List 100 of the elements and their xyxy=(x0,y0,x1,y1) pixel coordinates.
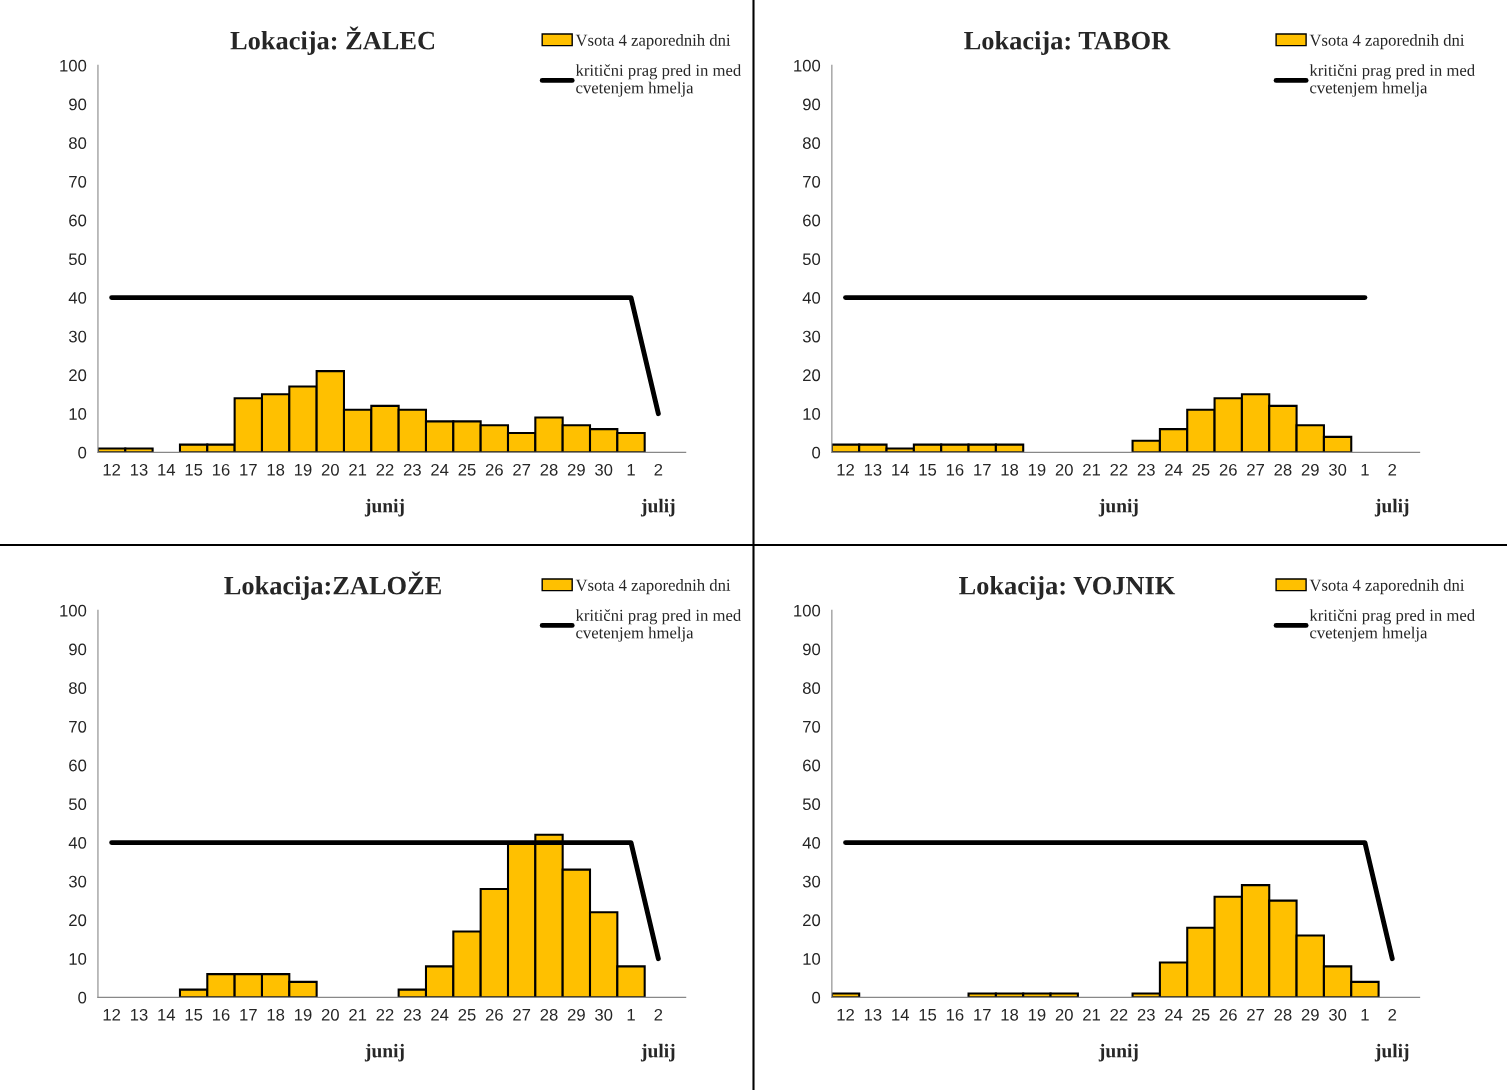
y-tick-label: 80 xyxy=(802,137,821,149)
x-tick-label: 28 xyxy=(540,463,558,476)
x-tick-label: 21 xyxy=(349,463,367,476)
y-tick-label: 90 xyxy=(69,643,87,656)
y-tick-label: 60 xyxy=(803,759,821,772)
y-tick-label: 40 xyxy=(802,836,821,849)
chart-title: Lokacija: TABOR xyxy=(964,31,1171,55)
x-tick-label: 22 xyxy=(376,463,394,476)
legend-label: Vsota 4 zaporednih dni xyxy=(575,579,731,595)
x-tick-label: 20 xyxy=(321,1008,339,1021)
x-tick-label: 27 xyxy=(513,463,531,476)
x-tick-label: 2 xyxy=(1388,1008,1397,1021)
x-tick-label: 14 xyxy=(892,1009,909,1021)
y-tick-label: 80 xyxy=(802,682,821,694)
x-tick-label: 29 xyxy=(1301,463,1319,476)
x-tick-label: 16 xyxy=(946,1008,964,1021)
chart-title: Lokacija: ŽALEC xyxy=(230,26,435,55)
x-tick-label: 26 xyxy=(485,463,503,476)
y-tick-label: 50 xyxy=(802,253,821,266)
y-tick-label: 60 xyxy=(803,214,821,227)
text: julij xyxy=(640,1043,675,1062)
x-tick-label: 19 xyxy=(1028,1008,1046,1021)
x-tick-label: 16 xyxy=(946,463,964,476)
text: julij xyxy=(1374,1043,1409,1062)
x-tick-label: 1 xyxy=(1361,464,1369,476)
x-tick-label: 18 xyxy=(1001,1008,1019,1021)
text: junij xyxy=(364,498,404,517)
x-tick-label: 14 xyxy=(158,1009,176,1021)
y-tick-label: 70 xyxy=(803,720,821,733)
x-tick-label: 30 xyxy=(1328,463,1347,476)
x-tick-label: 27 xyxy=(1247,463,1265,476)
x-tick-label: 14 xyxy=(158,464,176,476)
x-tick-label: 12 xyxy=(837,1008,854,1021)
legend-label: Vsota 4 zaporednih dni xyxy=(575,34,731,50)
y-tick-label: 100 xyxy=(794,604,821,617)
y-tick-label: 70 xyxy=(69,175,87,188)
y-tick-label: 30 xyxy=(68,330,87,343)
y-tick-label: 20 xyxy=(803,369,821,382)
legend-label: kritični prag pred in med cvetenjem hmelja xyxy=(1309,609,1475,642)
x-tick-label: 19 xyxy=(294,1008,312,1021)
x-tick-label: 25 xyxy=(458,463,476,476)
text: julij xyxy=(640,498,675,517)
chart-title: Lokacija: VOJNIK xyxy=(959,576,1176,600)
x-tick-label: 17 xyxy=(240,1009,257,1021)
y-tick-label: 70 xyxy=(69,720,87,733)
x-tick-label: 17 xyxy=(974,464,991,476)
y-tick-label: 20 xyxy=(803,914,821,927)
y-tick-label: 50 xyxy=(802,798,821,811)
x-tick-label: 30 xyxy=(595,463,613,476)
x-tick-label: 14 xyxy=(892,464,909,476)
x-tick-label: 1 xyxy=(627,464,635,476)
bar xyxy=(831,992,861,998)
y-tick-label: 20 xyxy=(69,369,87,382)
y-tick-label: 30 xyxy=(802,875,821,888)
x-tick-label: 21 xyxy=(1083,463,1101,476)
x-tick-label: 15 xyxy=(919,464,937,476)
x-tick-label: 29 xyxy=(567,1008,585,1021)
legend-label: kritični prag pred in med cvetenjem hmelja xyxy=(575,64,742,97)
x-tick-label: 26 xyxy=(1219,1008,1237,1021)
legend-label: Vsota 4 zaporednih dni xyxy=(1309,579,1465,595)
x-tick-label: 18 xyxy=(267,463,285,476)
x-tick-label: 28 xyxy=(540,1008,558,1021)
x-tick-label: 30 xyxy=(1328,1008,1347,1021)
x-tick-label: 23 xyxy=(403,463,421,476)
x-tick-label: 13 xyxy=(130,1008,148,1021)
x-tick-label: 22 xyxy=(1110,1008,1128,1021)
x-tick-label: 24 xyxy=(1165,1008,1183,1021)
y-tick-label: 50 xyxy=(68,253,87,266)
x-tick-label: 29 xyxy=(567,463,585,476)
x-tick-label: 24 xyxy=(431,463,449,476)
y-tick-label: 10 xyxy=(69,408,87,420)
y-tick-label: 40 xyxy=(68,836,87,849)
y-tick-label: 60 xyxy=(69,759,87,772)
y-tick-label: 100 xyxy=(60,604,87,617)
y-tick-label: 10 xyxy=(803,408,821,420)
x-tick-label: 28 xyxy=(1274,463,1292,476)
x-tick-label: 26 xyxy=(485,1008,503,1021)
x-tick-label: 13 xyxy=(864,463,882,476)
x-tick-label: 27 xyxy=(1247,1008,1265,1021)
x-tick-label: 27 xyxy=(513,1008,531,1021)
text: junij xyxy=(1098,498,1138,517)
x-tick-label: 29 xyxy=(1301,1008,1319,1021)
x-tick-label: 28 xyxy=(1274,1008,1292,1021)
x-tick-label: 26 xyxy=(1219,463,1237,476)
y-tick-label: 100 xyxy=(60,59,87,72)
y-tick-label: 100 xyxy=(794,59,821,72)
x-tick-label: 16 xyxy=(212,1008,230,1021)
y-tick-label: 40 xyxy=(68,291,87,304)
y-tick-label: 90 xyxy=(803,643,821,656)
x-tick-label: 25 xyxy=(1192,463,1210,476)
x-tick-label: 20 xyxy=(1055,463,1073,476)
x-tick-label: 2 xyxy=(654,1008,663,1021)
text: junij xyxy=(364,1043,404,1062)
y-tick-label: 10 xyxy=(69,953,87,965)
text: julij xyxy=(1374,498,1409,517)
x-tick-label: 2 xyxy=(1388,463,1397,476)
y-tick-label: 40 xyxy=(802,291,821,304)
y-tick-label: 30 xyxy=(802,330,821,343)
x-tick-label: 13 xyxy=(864,1008,882,1021)
y-tick-label: 60 xyxy=(69,214,87,227)
